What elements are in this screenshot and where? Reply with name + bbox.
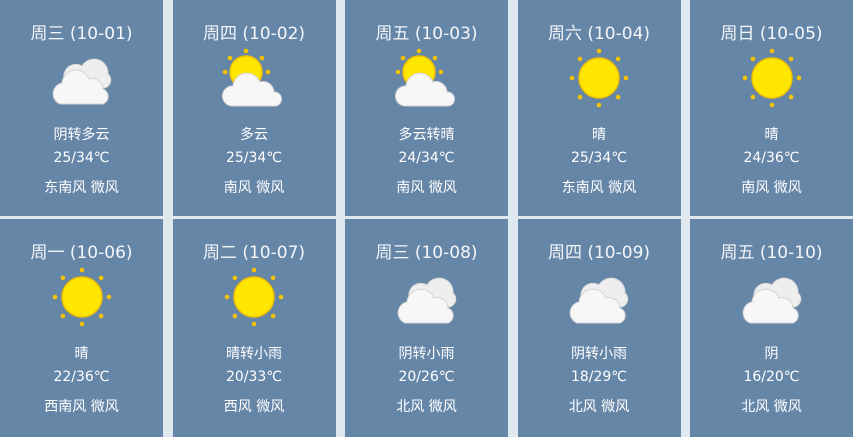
- wind-info: 东南风 微风: [44, 180, 119, 196]
- day-title: 周日 (10-05): [720, 24, 823, 44]
- partly-cloudy-icon: [394, 48, 459, 108]
- day-title: 周四 (10-02): [202, 24, 306, 44]
- forecast-card: 周日 (10-05) 晴 24/36℃ 南风 微风: [690, 0, 853, 216]
- day-title: 周三 (10-08): [375, 243, 478, 263]
- cloudy-icon: [740, 267, 804, 327]
- temperature-range: 25/34℃: [53, 150, 110, 166]
- forecast-card: 周三 (10-08) 阴转小雨 20/26℃ 北风 微风: [345, 219, 508, 437]
- temperature-range: 25/34℃: [225, 150, 283, 166]
- temperature-range: 16/20℃: [743, 369, 800, 385]
- forecast-card: 周六 (10-04) 晴 25/34℃ 东南风 微风: [517, 0, 681, 216]
- day-title: 周四 (10-09): [547, 243, 651, 263]
- forecast-card: 周五 (10-10) 阴 16/20℃ 北风 微风: [690, 219, 853, 437]
- forecast-card: 周一 (10-06) 晴 22/36℃ 西南风 微风: [0, 219, 163, 437]
- wind-info: 西南风 微风: [44, 399, 119, 415]
- forecast-card: 周五 (10-03) 多云转晴 24/34℃ 南风 微风: [345, 0, 508, 216]
- weather-description: 晴: [764, 127, 779, 143]
- wind-info: 南风 微风: [741, 180, 802, 196]
- day-title: 周五 (10-10): [720, 243, 823, 263]
- weather-description: 阴转多云: [53, 127, 110, 143]
- sun-icon: [222, 267, 286, 327]
- temperature-range: 24/34℃: [398, 150, 455, 166]
- sun-icon: [567, 48, 631, 108]
- weather-description: 阴转小雨: [571, 346, 627, 362]
- wind-info: 南风 微风: [396, 180, 457, 196]
- day-title: 周五 (10-03): [375, 24, 478, 44]
- temperature-range: 20/26℃: [398, 369, 455, 385]
- weather-description: 多云: [240, 127, 268, 143]
- weather-description: 阴: [764, 346, 779, 362]
- forecast-card: 周四 (10-09) 阴转小雨 18/29℃ 北风 微风: [517, 219, 681, 437]
- wind-info: 南风 微风: [223, 180, 285, 196]
- day-title: 周六 (10-04): [547, 24, 651, 44]
- temperature-range: 25/34℃: [570, 150, 628, 166]
- wind-info: 北风 微风: [396, 399, 457, 415]
- temperature-range: 18/29℃: [570, 369, 628, 385]
- weather-description: 晴: [592, 127, 606, 143]
- wind-info: 北风 微风: [568, 399, 630, 415]
- temperature-range: 20/33℃: [225, 369, 283, 385]
- forecast-card: 周四 (10-02) 多云 25/34℃ 南风 微风: [172, 0, 336, 216]
- temperature-range: 24/36℃: [743, 150, 800, 166]
- sun-icon: [740, 48, 804, 108]
- sun-icon: [50, 267, 114, 327]
- day-title: 周一 (10-06): [30, 243, 133, 263]
- day-title: 周二 (10-07): [202, 243, 306, 263]
- temperature-range: 22/36℃: [53, 369, 110, 385]
- weather-description: 多云转晴: [398, 127, 455, 143]
- forecast-card: 周三 (10-01) 阴转多云 25/34℃ 东南风 微风: [0, 0, 163, 216]
- partly-cloudy-icon: [222, 48, 286, 108]
- weather-description: 阴转小雨: [398, 346, 455, 362]
- wind-info: 东南风 微风: [561, 180, 637, 196]
- wind-info: 西风 微风: [223, 399, 285, 415]
- weather-description: 晴转小雨: [226, 346, 282, 362]
- cloudy-icon: [395, 267, 459, 327]
- cloudy-icon: [567, 267, 631, 327]
- cloudy-icon: [50, 48, 114, 108]
- weather-description: 晴: [74, 346, 89, 362]
- forecast-card: 周二 (10-07) 晴转小雨 20/33℃ 西风 微风: [172, 219, 336, 437]
- day-title: 周三 (10-01): [30, 24, 133, 44]
- wind-info: 北风 微风: [741, 399, 802, 415]
